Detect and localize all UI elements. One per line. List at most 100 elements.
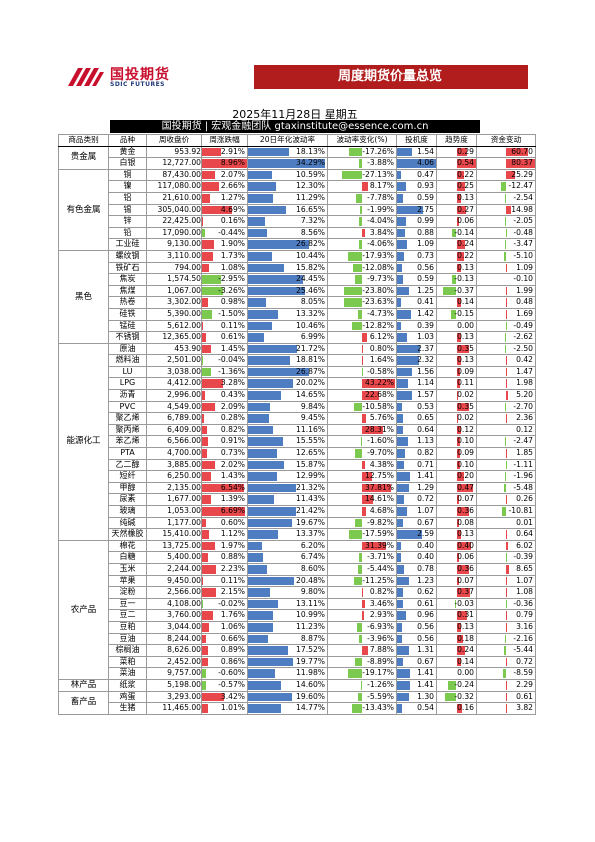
- value-bar: [397, 182, 406, 191]
- value-bar: [456, 437, 461, 447]
- fund-flow: -2.50: [476, 342, 536, 356]
- value-bar: [456, 147, 467, 157]
- value-text: 2.37: [417, 343, 434, 353]
- volatility-change: 3.84%: [327, 226, 397, 240]
- value-text: -2.47: [513, 436, 533, 446]
- product-name: 玻璃: [108, 505, 147, 518]
- value-bar: [397, 669, 411, 678]
- speculation: 0.67: [396, 516, 437, 530]
- speculation: 2.32: [396, 354, 437, 367]
- value-text: 19.67%: [296, 517, 325, 527]
- value-bar: [456, 483, 474, 493]
- speculation: 0.53: [396, 400, 437, 414]
- value-text: 1.07: [417, 506, 434, 515]
- value-text: 8.05%: [300, 297, 325, 307]
- annual-volatility: 19.67%: [247, 516, 328, 530]
- volatility-change: -23.63%: [327, 296, 397, 309]
- value-bar: [248, 634, 269, 644]
- table-row: 燃料油 2,501.00 -0.04% 18.81% 1.64% 2.32 0.13 0.42: [59, 354, 536, 367]
- value-text: -4.04%: [367, 216, 394, 226]
- value-text: 0.20: [457, 471, 474, 481]
- product-name: 豆一: [108, 597, 147, 611]
- value-text: -0.49: [513, 320, 533, 330]
- product-name: 沥青: [108, 389, 147, 402]
- annual-volatility: 9.80%: [247, 586, 328, 599]
- value-text: 1.31: [417, 645, 434, 655]
- close-price: 5,198.00: [146, 678, 202, 692]
- value-text: 1.23: [417, 575, 434, 585]
- value-bar: [202, 530, 210, 539]
- fund-flow: 1.99: [476, 284, 536, 298]
- value-text: 0.13: [457, 355, 474, 365]
- value-bar: [397, 251, 404, 261]
- value-bar: [248, 669, 276, 678]
- fund-flow: 0.61: [476, 690, 536, 704]
- value-text: 0.24: [457, 239, 474, 249]
- annual-volatility: 8.56%: [247, 226, 328, 240]
- value-bar: [456, 193, 462, 203]
- close-price: 2,244.00: [146, 562, 202, 576]
- value-text: -9.82%: [367, 517, 394, 527]
- value-text: 3.82: [516, 703, 533, 713]
- value-bar: [362, 425, 384, 435]
- value-text: 0.42: [516, 355, 533, 365]
- value-bar: [456, 449, 460, 458]
- value-text: 4.06: [417, 158, 434, 168]
- value-bar: [344, 286, 362, 296]
- weekly-change: 0.73%: [201, 447, 248, 460]
- category-cell: 畜产品: [58, 690, 109, 715]
- value-text: 13.11%: [296, 598, 325, 608]
- value-bar: [397, 518, 404, 528]
- volatility-change: -3.71%: [327, 551, 397, 564]
- speculation: 0.61: [396, 597, 437, 611]
- fund-flow: -5.10: [476, 249, 536, 263]
- speculation: 0.59: [396, 273, 437, 286]
- product-name: 铜: [108, 168, 147, 182]
- speculation: 1.41: [396, 470, 437, 483]
- speculation: 1.42: [396, 307, 437, 321]
- col-spec-header: 投机度: [396, 134, 437, 147]
- fund-flow: -0.10: [476, 273, 536, 286]
- value-bar: [505, 472, 506, 481]
- value-bar: [443, 286, 457, 296]
- speculation: 0.93: [396, 180, 437, 193]
- value-bar: [362, 228, 365, 238]
- value-text: 0.35: [457, 401, 474, 411]
- value-text: 0.61: [417, 598, 434, 608]
- value-bar: [248, 298, 267, 307]
- product-name: 焦煤: [108, 284, 147, 298]
- annual-volatility: 15.87%: [247, 458, 328, 472]
- value-bar: [506, 391, 508, 400]
- value-bar: [456, 240, 465, 249]
- annual-volatility: 13.37%: [247, 528, 328, 541]
- value-bar: [397, 333, 407, 342]
- value-bar: [456, 333, 462, 342]
- weekly-change: 1.08%: [201, 261, 248, 275]
- annual-volatility: 11.98%: [247, 667, 328, 680]
- value-text: 0.36: [457, 563, 474, 573]
- value-bar: [397, 391, 412, 400]
- value-text: 4.69%: [220, 204, 245, 214]
- close-price: 9,130.00: [146, 238, 202, 251]
- weekly-change: 1.73%: [201, 249, 248, 263]
- weekly-change: 0.98%: [201, 296, 248, 309]
- value-text: -23.80%: [362, 285, 394, 295]
- value-bar: [202, 449, 207, 458]
- value-text: -0.48: [513, 227, 533, 237]
- value-bar: [506, 449, 507, 458]
- trend: 0.16: [436, 702, 477, 715]
- value-bar: [456, 564, 470, 574]
- trend: 0.18: [436, 632, 477, 646]
- value-bar: [447, 680, 457, 690]
- value-bar: [202, 263, 209, 273]
- fund-flow: -0.49: [476, 319, 536, 333]
- value-text: 12.30%: [296, 181, 325, 191]
- weekly-change: 0.86%: [201, 655, 248, 669]
- value-text: 0.96: [417, 610, 434, 620]
- value-text: 1.76%: [220, 610, 245, 620]
- speculation: 1.13: [396, 435, 437, 449]
- value-text: 25.46%: [296, 285, 325, 295]
- value-text: 1.85: [516, 448, 533, 458]
- speculation: 0.78: [396, 562, 437, 576]
- value-bar: [248, 507, 297, 516]
